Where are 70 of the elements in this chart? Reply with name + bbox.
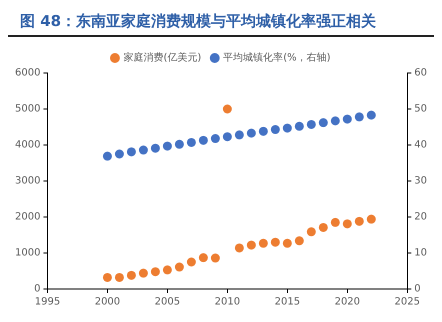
point — [294, 122, 304, 131]
point — [174, 262, 184, 272]
point — [270, 238, 280, 247]
point — [234, 130, 244, 140]
point — [210, 134, 220, 144]
point — [222, 104, 232, 114]
point — [258, 126, 268, 136]
y-tick-label: 1000 — [14, 248, 40, 259]
point — [282, 238, 292, 248]
point — [318, 118, 328, 128]
x-tick-label: 2010 — [214, 296, 240, 308]
point — [162, 265, 172, 274]
y-tick-label: 4000 — [14, 140, 40, 151]
chart-title: 图 48：东南亚家庭消费规模与平均城镇化率强正相关 — [8, 8, 434, 37]
point — [102, 272, 112, 282]
point — [354, 216, 364, 226]
point — [150, 267, 160, 276]
point — [198, 253, 208, 262]
point — [138, 268, 148, 278]
point — [186, 258, 196, 266]
x-tick-label: 1995 — [34, 296, 60, 308]
y-tick-label: 2000 — [14, 212, 40, 223]
point — [354, 112, 364, 122]
point — [342, 219, 352, 228]
point — [210, 254, 220, 263]
point — [246, 128, 256, 138]
y2-tick-label: 0 — [414, 284, 421, 295]
point — [162, 142, 172, 151]
point — [294, 236, 304, 246]
legend-label: 家庭消费(亿美元) — [123, 52, 202, 64]
point — [102, 152, 112, 161]
point — [138, 146, 148, 155]
point — [126, 147, 136, 156]
point — [222, 132, 232, 142]
x-tick-label: 2020 — [334, 296, 360, 308]
point — [270, 125, 280, 134]
x-tick-label: 2005 — [154, 296, 180, 308]
y2-tick-label: 40 — [414, 140, 428, 151]
y-tick-label: 0 — [34, 284, 40, 295]
y-tick-label: 5000 — [14, 104, 40, 115]
legend-label: 平均城镇化率(%，右轴) — [223, 52, 331, 64]
x-tick-label: 2025 — [394, 296, 420, 308]
y2-tick-label: 50 — [414, 104, 428, 115]
point — [342, 114, 352, 124]
x-tick-label: 2000 — [94, 296, 120, 308]
y-tick-label: 6000 — [14, 68, 40, 79]
point — [114, 272, 124, 282]
point — [234, 243, 244, 252]
point — [246, 240, 256, 250]
point — [306, 120, 316, 129]
y2-tick-label: 30 — [414, 176, 428, 187]
point — [126, 270, 136, 280]
point — [366, 110, 376, 120]
point — [330, 218, 340, 227]
point — [366, 214, 376, 224]
point — [330, 116, 340, 126]
point — [150, 144, 160, 153]
point — [186, 138, 196, 147]
point — [258, 238, 268, 248]
point — [318, 222, 328, 232]
point — [306, 227, 316, 236]
point — [114, 150, 124, 158]
point — [282, 124, 292, 133]
y2-tick-label: 20 — [414, 212, 428, 223]
y2-tick-label: 60 — [414, 68, 428, 79]
y2-tick-label: 10 — [414, 248, 428, 259]
y-tick-label: 3000 — [14, 176, 40, 187]
point — [198, 136, 208, 145]
point — [174, 140, 184, 149]
x-tick-label: 2015 — [274, 296, 300, 308]
